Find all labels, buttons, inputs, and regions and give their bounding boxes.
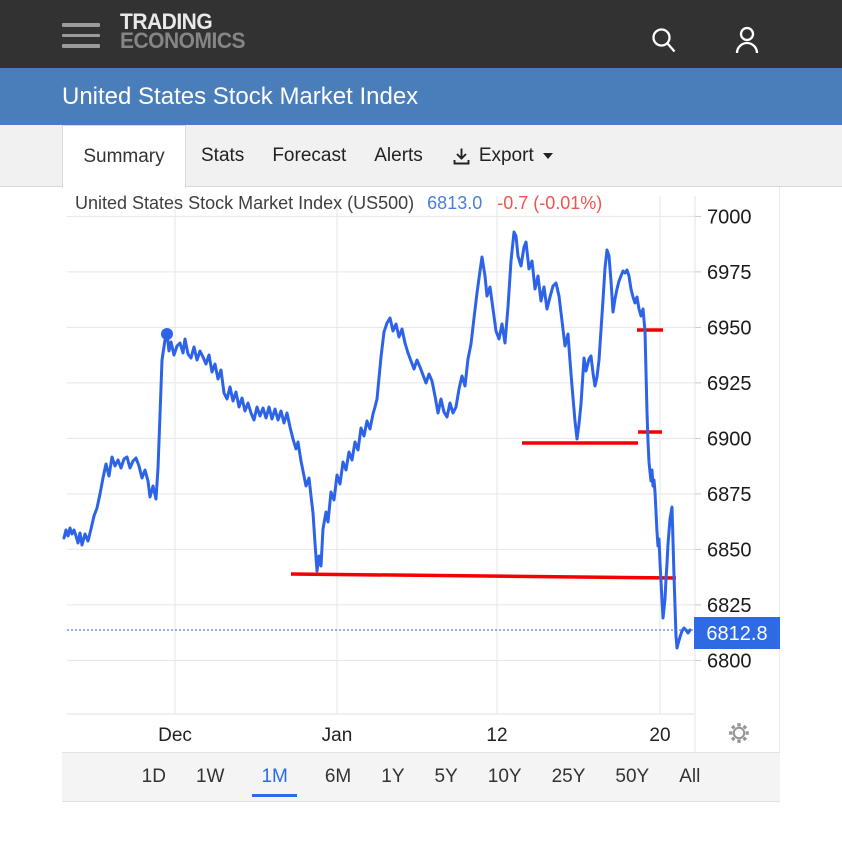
chart-settings-gear-icon[interactable]	[726, 720, 752, 746]
chevron-down-icon	[542, 153, 553, 159]
x-axis-label: 20	[649, 725, 670, 746]
range-25y[interactable]: 25Y	[551, 765, 586, 787]
export-button[interactable]: Export	[451, 145, 553, 167]
chart-title: United States Stock Market Index (US500)…	[75, 193, 602, 214]
x-axis-label: 12	[486, 725, 507, 746]
y-axis-label: 6825	[707, 595, 752, 617]
current-price-badge	[694, 617, 780, 649]
x-axis-label: Dec	[158, 725, 192, 746]
user-account-icon[interactable]	[733, 26, 761, 56]
range-1y[interactable]: 1Y	[381, 765, 405, 787]
y-axis-label: 6850	[707, 539, 752, 561]
y-axis-label: 6975	[707, 262, 752, 284]
price-chart: 7000 6975 6950 6925 6900 6875 6850 6825 6800 Dec J…	[62, 196, 780, 752]
range-selector: 1D 1W 1M 6M 1Y 5Y 10Y 25Y 50Y All	[62, 752, 780, 802]
tab-bar: Summary Stats Forecast Alerts Export	[0, 125, 842, 188]
export-label: Export	[478, 145, 534, 166]
tab-stats[interactable]: Stats	[201, 145, 244, 167]
chart-last-value: 6813.0	[427, 193, 483, 213]
range-5y[interactable]: 5Y	[434, 765, 458, 787]
y-axis-label: 6950	[707, 317, 752, 339]
tab-alerts-label: Alerts	[374, 145, 423, 166]
range-all[interactable]: All	[679, 765, 701, 787]
y-axis-label: 6900	[707, 428, 752, 450]
range-6m[interactable]: 6M	[324, 765, 352, 787]
range-1d[interactable]: 1D	[141, 765, 166, 787]
tab-stats-label: Stats	[201, 145, 245, 166]
tab-summary-label: Summary	[83, 146, 165, 167]
tab-alerts[interactable]: Alerts	[374, 145, 423, 167]
current-price-badge-label: 6812.8	[706, 623, 767, 645]
tab-summary[interactable]: Summary	[62, 125, 186, 188]
chart-card: United States Stock Market Index (US500)…	[62, 187, 780, 803]
range-1m[interactable]: 1M	[252, 758, 297, 797]
page-title-banner: United States Stock Market Index	[0, 68, 842, 125]
alert-line	[290, 572, 677, 580]
tab-forecast[interactable]: Forecast	[272, 145, 346, 167]
range-10y[interactable]: 10Y	[487, 765, 522, 787]
y-axis-label: 6925	[707, 373, 752, 395]
price-line-series	[62, 230, 692, 650]
chart-change: -0.7 (-0.01%)	[497, 193, 603, 213]
download-icon	[451, 146, 472, 167]
y-axis-label: 6800	[707, 650, 752, 672]
range-50y[interactable]: 50Y	[615, 765, 650, 787]
brand-line2: ECONOMICS	[120, 28, 246, 54]
search-icon[interactable]	[649, 26, 679, 56]
menu-icon[interactable]	[62, 23, 100, 49]
y-axis-label: 6875	[707, 484, 752, 506]
x-axis-label: Jan	[322, 725, 353, 746]
range-1w[interactable]: 1W	[195, 765, 225, 787]
price-marker-dot	[161, 328, 173, 340]
brand-line1: TRADING	[120, 9, 213, 35]
top-navigation-bar: TRADING ECONOMICS	[0, 0, 842, 68]
tab-forecast-label: Forecast	[272, 145, 347, 166]
trading-economics-logo[interactable]: TRADING ECONOMICS	[120, 9, 246, 54]
chart-title-text: United States Stock Market Index (US500)	[75, 193, 415, 213]
y-axis-label: 7000	[707, 206, 752, 228]
page-title: United States Stock Market Index	[62, 83, 419, 110]
